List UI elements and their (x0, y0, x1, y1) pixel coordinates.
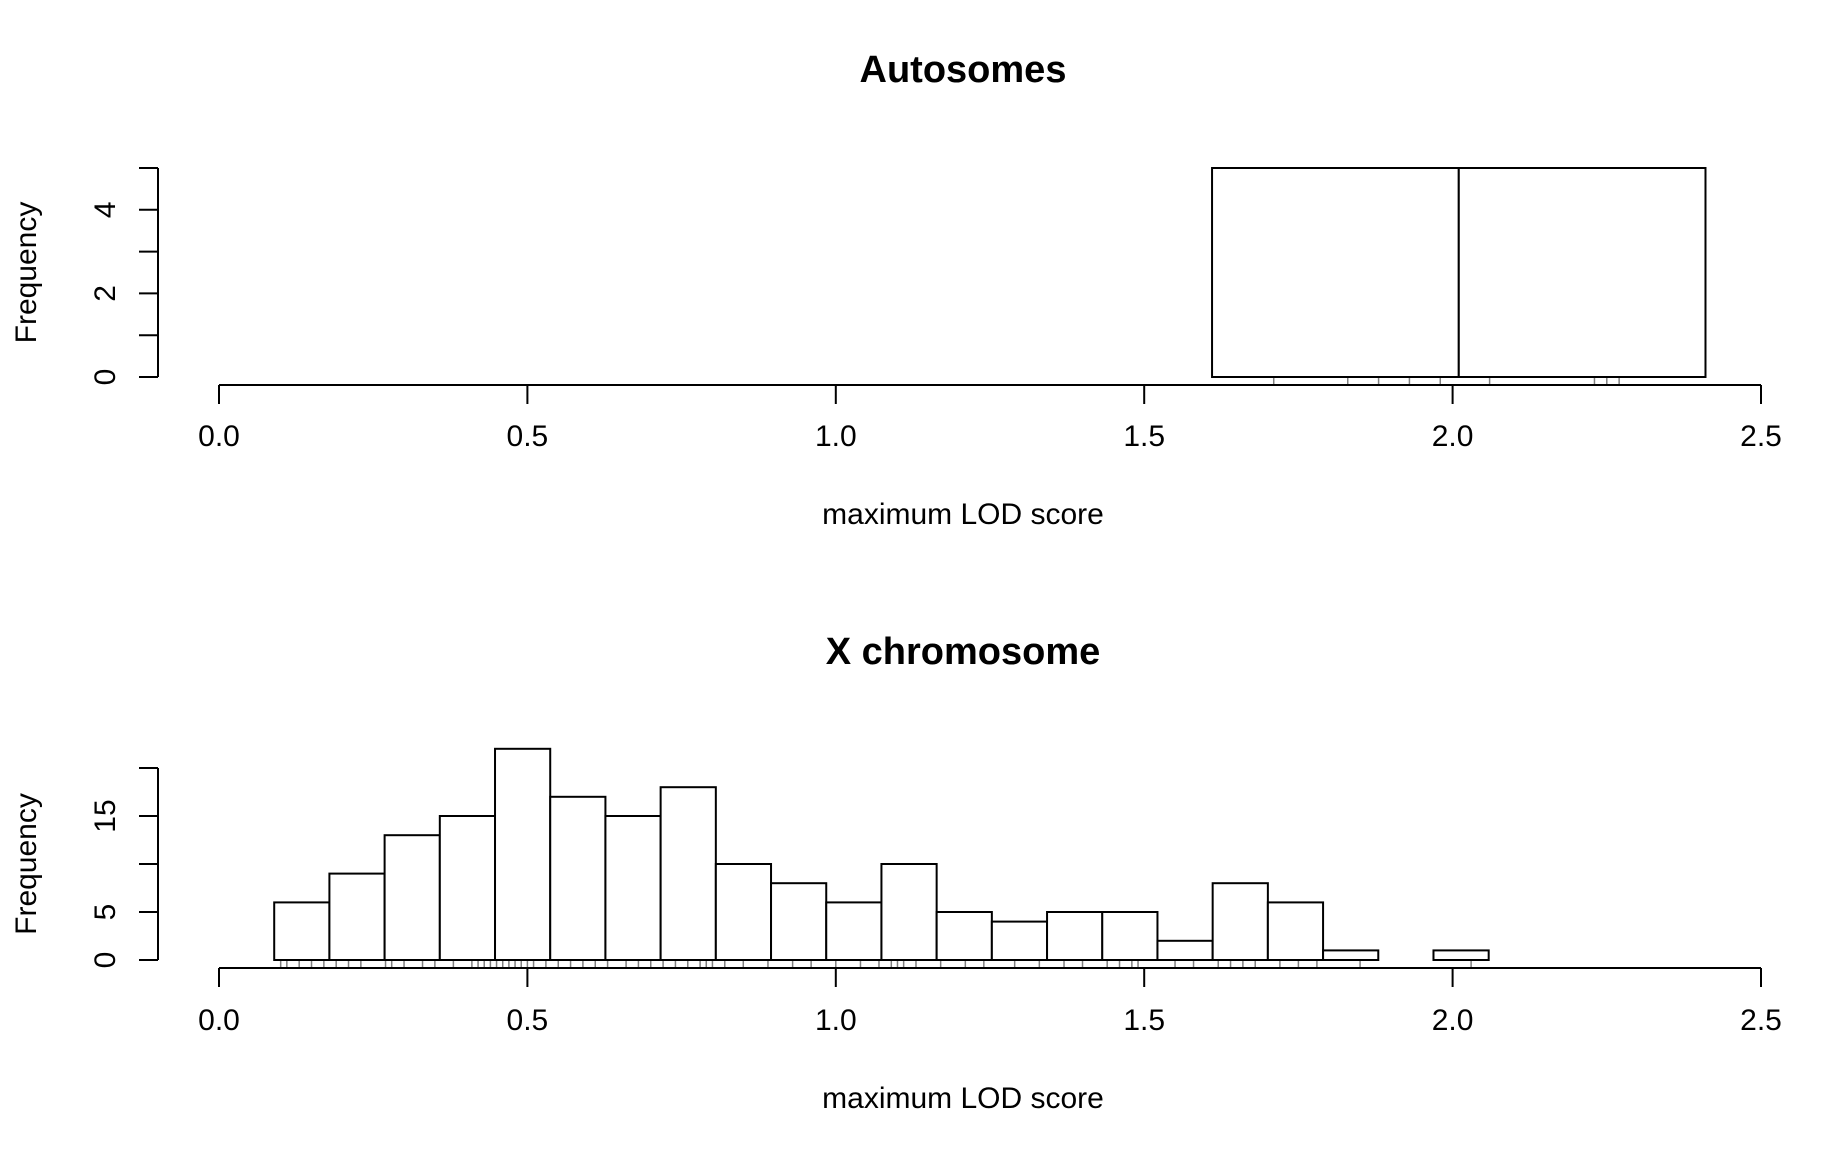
histogram-bar (273, 901, 331, 962)
x-tick-label: 1.5 (1123, 420, 1165, 453)
histogram-bar (714, 863, 773, 961)
y-tick-label: 2 (89, 285, 122, 302)
x-tick-label: 2.0 (1432, 1004, 1474, 1037)
histogram-bar (1211, 882, 1269, 962)
histogram-bar (990, 920, 1049, 961)
x-tick-label: 0.5 (507, 1004, 549, 1037)
histogram-bar (880, 863, 938, 961)
x-tick-label: 0.0 (198, 1004, 240, 1037)
histogram-bar (1266, 901, 1325, 962)
x-tick-label: 0.0 (198, 420, 240, 453)
histogram-bar (1156, 939, 1214, 961)
histogram-bar (1457, 167, 1707, 378)
chart-title: Autosomes (860, 49, 1067, 91)
x-tick-label: 2.5 (1740, 420, 1782, 453)
x-tick-label: 2.0 (1432, 420, 1474, 453)
x-tick-label: 1.0 (815, 1004, 857, 1037)
y-tick-label: 5 (89, 904, 122, 921)
histogram-bar (383, 834, 441, 962)
x-tick-label: 1.0 (815, 420, 857, 453)
histogram-bar (494, 747, 552, 961)
y-tick-label: 15 (89, 799, 122, 832)
histogram-bar (1211, 167, 1460, 378)
histogram-bar (1322, 949, 1380, 962)
x-axis-label: maximum LOD score (822, 498, 1104, 531)
histogram-bar (825, 901, 883, 962)
x-tick-label: 0.5 (507, 420, 549, 453)
histogram-bar (604, 815, 662, 961)
chart-title: X chromosome (826, 631, 1101, 673)
y-tick-label: 0 (89, 369, 122, 386)
histogram-bar (770, 882, 828, 962)
histogram-bar (438, 815, 497, 961)
histogram-bar (549, 795, 607, 961)
histogram-bar (328, 872, 386, 961)
x-axis-label: maximum LOD score (822, 1082, 1104, 1115)
y-axis-label: Frequency (10, 793, 43, 935)
x-tick-label: 1.5 (1123, 1004, 1165, 1037)
y-axis-label: Frequency (10, 202, 43, 344)
histogram-bar (1101, 911, 1159, 961)
x-tick-label: 2.5 (1740, 1004, 1782, 1037)
autosomes-panel: Autosomes 0.0 0.5 1.0 1.5 2.0 2.5 maximum LOD s… (10, 49, 1782, 531)
histogram-bar (935, 911, 993, 961)
histogram-bar (659, 786, 717, 962)
y-tick-label: 0 (89, 952, 122, 969)
y-tick-label: 4 (89, 201, 122, 218)
histogram-bar (1432, 949, 1490, 962)
histogram-bar (1046, 911, 1104, 961)
x-chromosome-panel: X chromosome 0.0 0.5 1.0 1.5 2.0 2.5 maximum LO… (10, 631, 1782, 1115)
